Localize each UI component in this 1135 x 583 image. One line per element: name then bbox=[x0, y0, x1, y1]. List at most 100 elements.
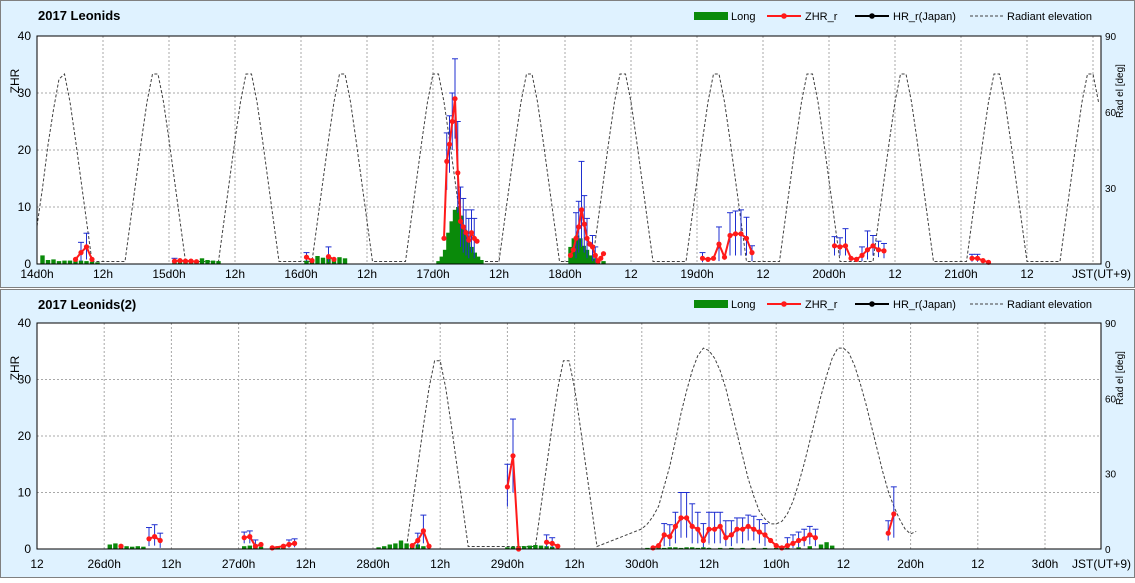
x-tick-label: 12 bbox=[888, 267, 902, 281]
legend-label: Radiant elevation bbox=[1007, 299, 1092, 311]
zhr-line bbox=[272, 542, 295, 549]
x-tick-label: 27d0h bbox=[222, 557, 255, 571]
long-bar bbox=[205, 260, 210, 264]
long-bar bbox=[78, 260, 84, 264]
x-axis-unit-label: JST(UT+9) bbox=[1072, 557, 1131, 571]
x-tick-label: 14d0h bbox=[20, 267, 53, 281]
zhr-point bbox=[455, 170, 461, 176]
zhr-point bbox=[727, 232, 733, 239]
zhr-point bbox=[152, 534, 158, 540]
long-bar bbox=[456, 207, 461, 264]
zhr-point bbox=[567, 252, 574, 258]
long-bar bbox=[774, 547, 779, 549]
chart-title: 2017 Leonids bbox=[38, 8, 120, 23]
zhr-point bbox=[745, 523, 751, 530]
long-bar bbox=[785, 547, 790, 549]
long-bar bbox=[578, 238, 583, 264]
zhr-point bbox=[581, 221, 587, 227]
x-tick-label: 12h bbox=[565, 557, 585, 571]
long-bar bbox=[442, 249, 448, 265]
zhr-point bbox=[689, 523, 695, 530]
long-bar bbox=[751, 547, 756, 549]
y-tick-label: 0 bbox=[24, 542, 31, 556]
zhr-point bbox=[706, 526, 712, 532]
zhr-point bbox=[446, 141, 453, 147]
zhr-point bbox=[749, 250, 755, 256]
long-bar bbox=[601, 261, 606, 264]
long-bar bbox=[130, 546, 135, 549]
zhr-point bbox=[768, 537, 774, 544]
zhr-point bbox=[717, 523, 723, 530]
zhr-point bbox=[286, 541, 292, 548]
zhr-point bbox=[510, 453, 516, 459]
y2-axis-title: Rad el [deg] bbox=[1115, 64, 1126, 118]
zhr-point bbox=[837, 244, 843, 250]
y2-tick-label: 30 bbox=[1105, 470, 1117, 481]
y-tick-label: 40 bbox=[18, 316, 32, 330]
zhr-point bbox=[449, 118, 455, 125]
long-bar bbox=[581, 245, 586, 264]
zhr-point bbox=[457, 218, 464, 224]
zhr-point bbox=[72, 256, 79, 262]
zhr-point bbox=[716, 241, 722, 247]
zhr-point bbox=[864, 247, 871, 253]
x-tick-label: 30d0h bbox=[625, 557, 658, 571]
y2-tick-label: 0 bbox=[1105, 545, 1111, 556]
legend-swatch-zhr-dot bbox=[781, 13, 787, 19]
zhr-point bbox=[740, 526, 746, 532]
long-bar bbox=[466, 238, 471, 264]
long-bar bbox=[242, 546, 247, 549]
zhr-point bbox=[78, 250, 84, 256]
zhr-point bbox=[258, 541, 264, 548]
y-tick-label: 10 bbox=[18, 200, 32, 214]
long-bar bbox=[469, 246, 474, 264]
zhr-point bbox=[891, 511, 897, 517]
long-bar bbox=[762, 547, 768, 549]
zhr-point bbox=[723, 535, 729, 541]
x-tick-label: 12 bbox=[756, 267, 770, 281]
long-bar bbox=[421, 546, 426, 549]
y2-tick-label: 90 bbox=[1105, 32, 1117, 43]
zhr-point bbox=[171, 258, 178, 264]
x-tick-label: 12h bbox=[93, 267, 113, 281]
legend-label: ZHR_r bbox=[805, 11, 838, 23]
zhr-point bbox=[598, 255, 604, 261]
zhr-point bbox=[468, 230, 475, 236]
long-bar bbox=[740, 547, 745, 549]
zhr-point bbox=[157, 537, 163, 544]
zhr-point bbox=[870, 243, 876, 249]
zhr-point bbox=[331, 256, 337, 262]
y-tick-label: 20 bbox=[18, 429, 32, 443]
long-bar bbox=[591, 258, 596, 264]
zhr-point bbox=[672, 523, 679, 530]
zhr-point bbox=[426, 543, 432, 549]
legend-label: HR_r(Japan) bbox=[893, 299, 956, 311]
legend-swatch-long bbox=[694, 12, 728, 20]
y-axis-title: ZHR bbox=[8, 355, 22, 380]
zhr-point bbox=[738, 231, 744, 237]
long-bar bbox=[505, 547, 510, 549]
zhr-point bbox=[325, 254, 332, 260]
long-bar bbox=[475, 256, 481, 264]
long-bar bbox=[449, 221, 454, 265]
legend: Long ZHR_r HR_r(Japan) Radiant elevation bbox=[694, 11, 1092, 23]
long-bar bbox=[796, 547, 801, 549]
long-bar bbox=[304, 260, 309, 264]
x-tick-label: 21d0h bbox=[944, 267, 977, 281]
long-bar bbox=[404, 543, 409, 549]
zhr-point bbox=[881, 248, 887, 254]
long-bar bbox=[695, 547, 700, 549]
zhr-point bbox=[743, 235, 750, 241]
y2-tick-label: 90 bbox=[1105, 319, 1117, 330]
zhr-point bbox=[728, 532, 735, 538]
x-tick-label: 12h bbox=[489, 267, 509, 281]
long-bar bbox=[701, 547, 706, 549]
x-tick-label: 12 bbox=[1020, 267, 1034, 281]
long-bar bbox=[315, 256, 320, 264]
y2-tick-label: 30 bbox=[1105, 184, 1117, 195]
long-bar bbox=[141, 546, 146, 549]
x-tick-label: 2d0h bbox=[897, 557, 924, 571]
zhr-point bbox=[721, 254, 728, 260]
